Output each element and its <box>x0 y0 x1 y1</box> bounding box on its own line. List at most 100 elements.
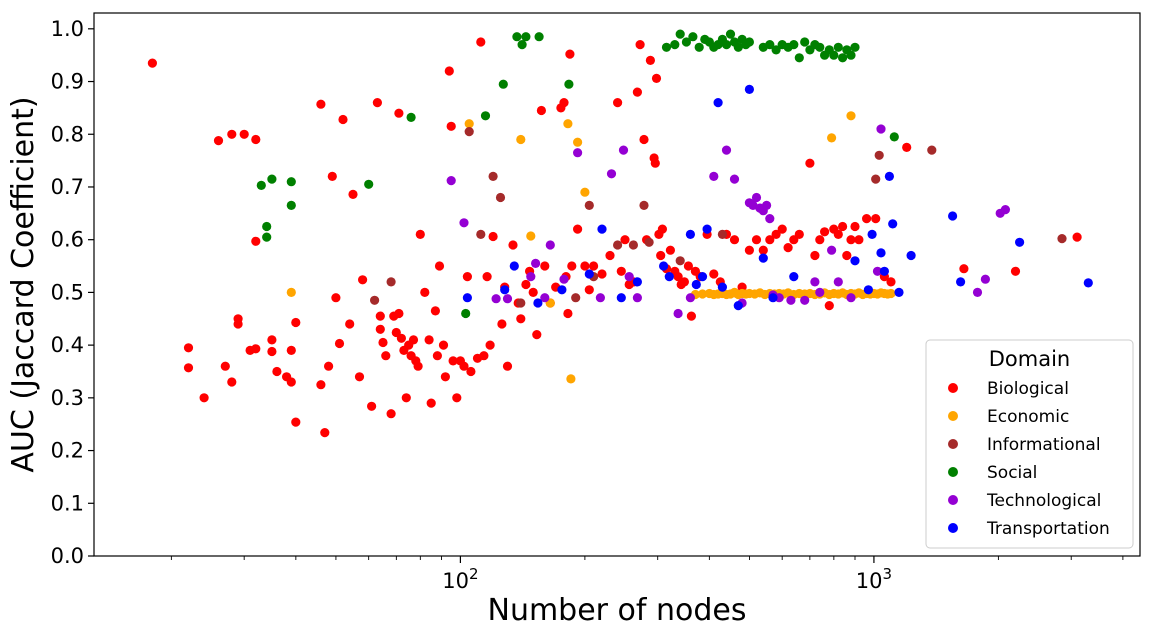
point-biological <box>810 250 820 261</box>
point-social <box>364 179 374 189</box>
point-biological <box>199 393 209 403</box>
point-biological <box>679 277 690 287</box>
point-biological <box>805 158 815 168</box>
point-biological <box>459 361 469 371</box>
point-social <box>838 53 848 63</box>
point-informational <box>495 192 506 203</box>
point-biological <box>446 121 456 131</box>
point-informational <box>613 240 623 250</box>
point-economic <box>846 111 856 121</box>
point-biological <box>744 245 755 255</box>
point-biological <box>147 58 157 68</box>
point-transportation <box>733 301 743 311</box>
point-biological <box>375 311 385 321</box>
point-informational <box>464 127 474 137</box>
point-technological <box>559 274 569 284</box>
legend-label-technological: Technological <box>986 491 1101 511</box>
point-transportation <box>685 229 696 239</box>
point-technological <box>595 293 606 303</box>
point-informational <box>927 145 937 155</box>
point-biological <box>1072 232 1082 242</box>
point-biological <box>563 308 573 319</box>
y-tick-label: 0.0 <box>51 544 84 568</box>
point-social <box>256 180 266 190</box>
point-biological <box>345 319 355 329</box>
point-economic <box>286 287 296 297</box>
x-tick-label: 102 <box>442 565 478 593</box>
point-biological <box>758 245 768 255</box>
point-biological <box>729 235 740 245</box>
point-technological <box>1000 205 1011 215</box>
point-social <box>850 42 860 52</box>
point-transportation <box>884 171 895 181</box>
point-biological <box>850 221 860 232</box>
point-biological <box>358 275 368 285</box>
point-informational <box>516 298 526 308</box>
point-social <box>829 50 839 60</box>
legend-label-informational: Informational <box>987 435 1101 455</box>
point-transportation <box>867 229 877 239</box>
point-technological <box>765 214 775 224</box>
point-technological <box>786 295 796 305</box>
point-biological <box>227 129 237 139</box>
point-biological <box>394 108 404 118</box>
point-biological <box>338 114 348 125</box>
point-biological <box>846 235 856 245</box>
point-biological <box>348 189 358 199</box>
point-biological <box>440 372 450 382</box>
point-biological <box>413 361 423 371</box>
point-economic <box>526 231 536 241</box>
point-technological <box>709 171 719 181</box>
point-transportation <box>1083 278 1093 288</box>
y-tick-label: 0.6 <box>51 228 84 252</box>
point-technological <box>545 240 555 250</box>
point-social <box>512 32 522 42</box>
point-biological <box>220 361 230 371</box>
point-economic <box>566 374 576 384</box>
point-biological <box>632 87 643 97</box>
point-social <box>681 37 692 47</box>
point-biological <box>251 344 261 354</box>
point-biological <box>386 409 396 419</box>
legend-label-social: Social <box>987 463 1037 483</box>
point-social <box>771 45 781 55</box>
point-biological <box>862 214 872 224</box>
point-biological <box>620 235 630 245</box>
legend-marker-social <box>948 467 958 477</box>
point-biological <box>381 351 391 361</box>
point-technological <box>446 176 456 186</box>
point-biological <box>424 335 434 345</box>
point-transportation <box>876 248 886 258</box>
point-social <box>517 40 527 50</box>
point-informational <box>386 277 396 287</box>
point-transportation <box>557 285 567 295</box>
point-social <box>534 32 544 42</box>
y-tick-label: 0.8 <box>51 122 84 146</box>
point-biological <box>751 235 762 245</box>
point-biological <box>476 37 486 47</box>
point-economic <box>697 289 708 299</box>
point-biological <box>657 224 668 234</box>
point-biological <box>645 55 656 65</box>
point-social <box>406 112 416 122</box>
point-biological <box>508 240 518 250</box>
point-biological <box>635 40 645 50</box>
point-biological <box>320 428 330 438</box>
point-technological <box>531 258 541 268</box>
point-biological <box>686 311 697 321</box>
point-social <box>675 29 685 39</box>
point-transportation <box>948 211 958 221</box>
point-technological <box>972 287 983 297</box>
point-biological <box>502 361 513 371</box>
point-biological <box>651 73 662 83</box>
point-transportation <box>659 261 669 271</box>
point-transportation <box>717 282 728 292</box>
point-biological <box>737 282 747 292</box>
point-biological <box>183 363 194 373</box>
point-transportation <box>906 250 916 261</box>
point-technological <box>827 245 837 255</box>
point-social <box>661 42 672 52</box>
point-informational <box>871 174 881 184</box>
point-biological <box>771 229 781 239</box>
point-biological <box>616 266 626 276</box>
